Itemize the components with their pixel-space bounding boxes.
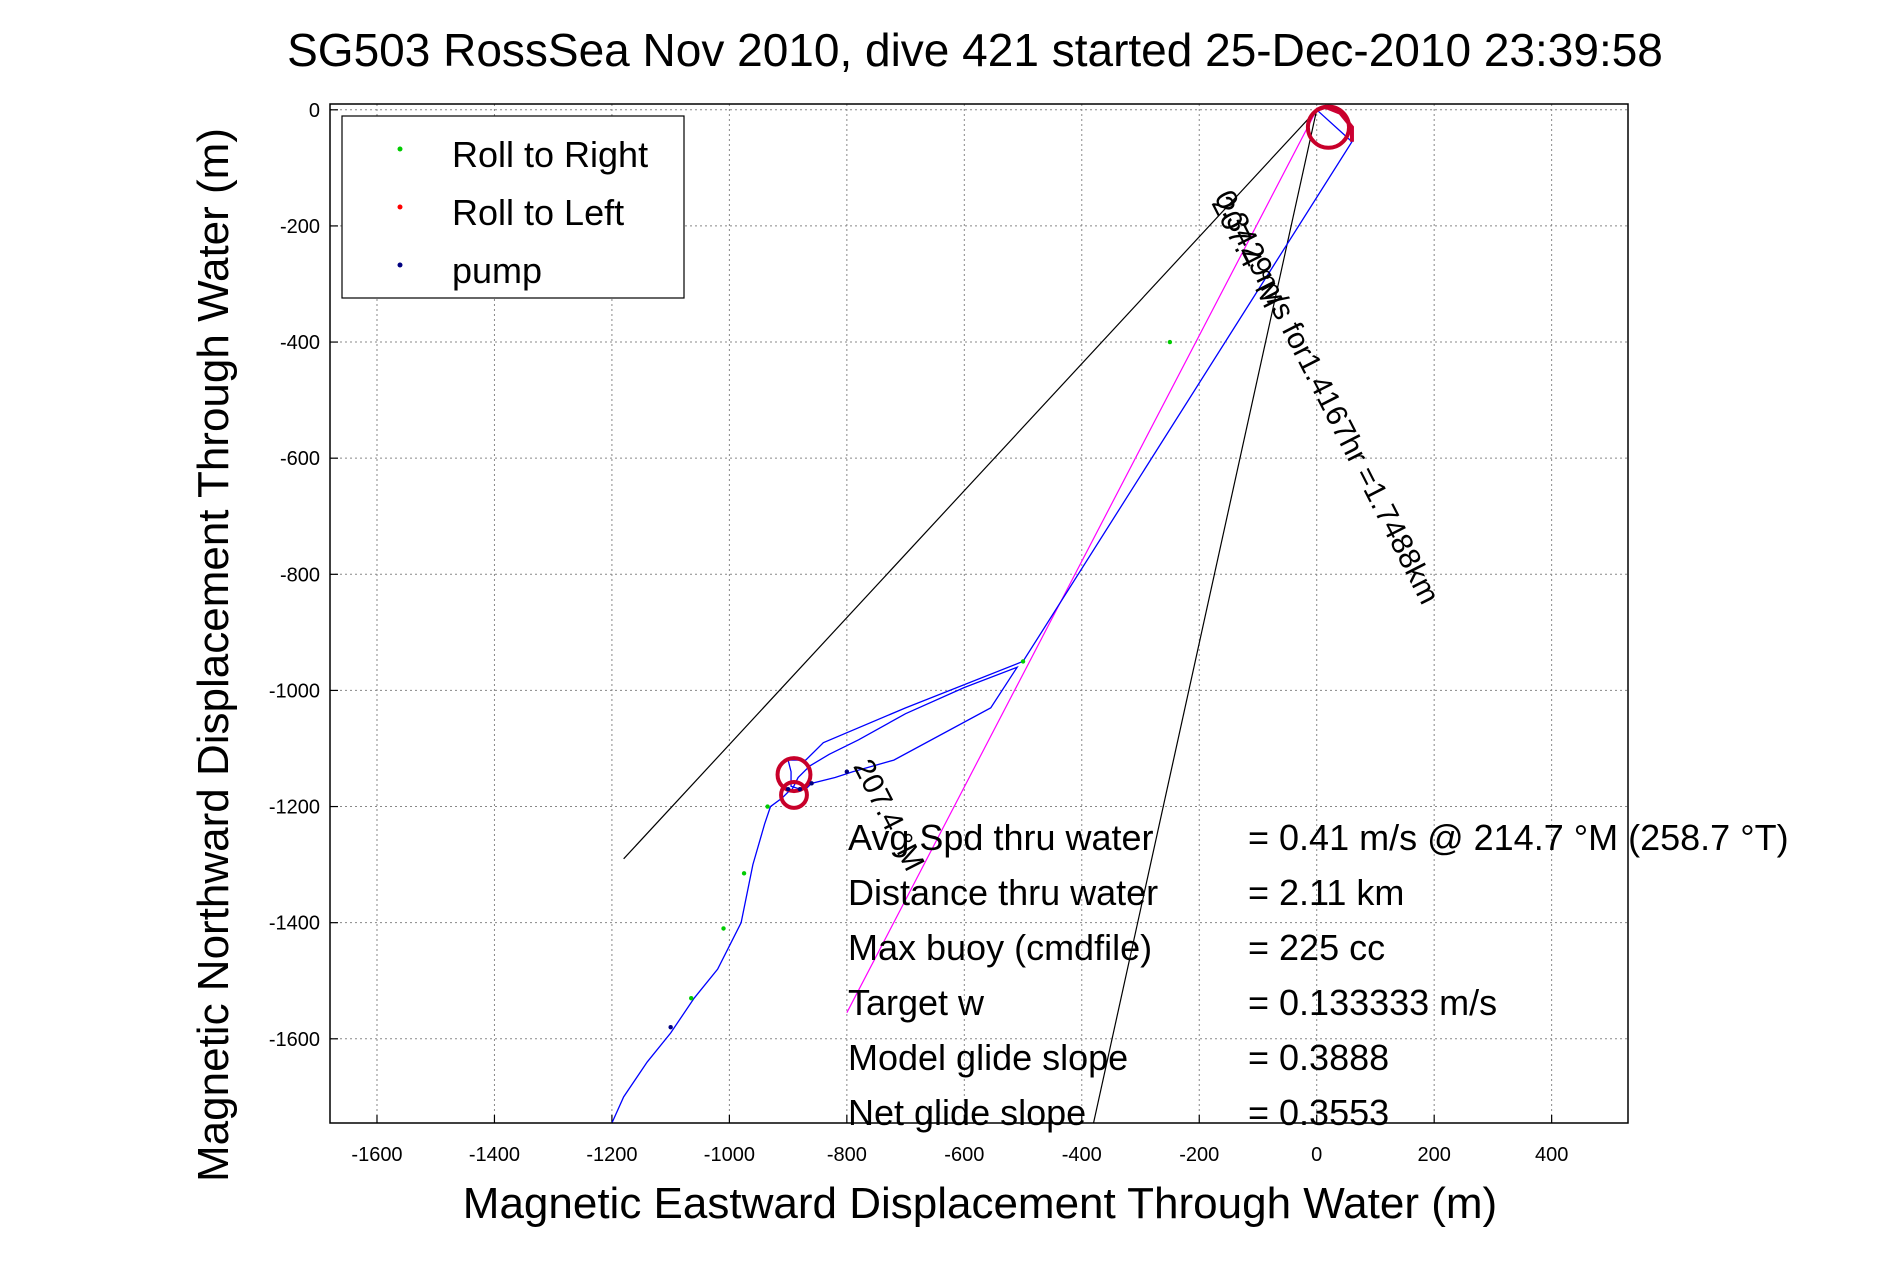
x-tick-label: -1400: [469, 1144, 520, 1166]
x-tick-label: 0: [1311, 1144, 1322, 1166]
direction-line: [846, 109, 1318, 1013]
chart-title: SG503 RossSea Nov 2010, dive 421 started…: [287, 24, 1663, 76]
roll-right-marker: [741, 871, 747, 876]
y-tick-label: -200: [280, 216, 320, 238]
annotation-value: = 0.3553: [1248, 1092, 1389, 1133]
legend: Roll to Right Roll to Left pump: [341, 115, 685, 299]
annotation-block: Avg Spd thru water = 0.41 m/s @ 214.7 °M …: [848, 817, 1789, 1133]
pump-marker: [844, 769, 850, 774]
rotated-labels: 207.4 °M0.3429m/s for1.4167hr =1.7488km2…: [846, 185, 1445, 876]
legend-marker: [397, 204, 403, 210]
roll-right-marker: [1020, 659, 1026, 664]
y-axis-label: Magnetic Northward Displacement Through …: [189, 128, 238, 1182]
x-tick-label: -1000: [704, 1144, 755, 1166]
x-tick-label: -400: [1062, 1144, 1102, 1166]
roll-right-marker: [1167, 339, 1173, 345]
y-tick-label: -1400: [269, 913, 320, 935]
roll-right-marker: [689, 995, 694, 1001]
pump-marker: [668, 1024, 673, 1030]
annotation-value: = 0.3888: [1248, 1037, 1389, 1078]
annotation-value: = 225 cc: [1248, 927, 1385, 968]
legend-label: Roll to Left: [452, 192, 624, 233]
y-tick-label: -800: [280, 564, 320, 586]
annotation-label: Avg Spd thru water: [848, 817, 1154, 858]
plot-frame: [329, 103, 1629, 1124]
roll-left-marker: [779, 780, 809, 810]
annotation-label: Net glide slope: [848, 1092, 1086, 1133]
annotation-value: = 2.11 km: [1248, 872, 1404, 913]
pump-marker: [809, 781, 814, 786]
direction-line: [623, 109, 1318, 860]
y-tick-label: 0: [309, 100, 320, 122]
rotated-label: 207.4 °M: [846, 754, 930, 876]
y-tick-label: -400: [280, 332, 320, 354]
x-tick-label: 200: [1417, 1144, 1450, 1166]
pump-marker: [797, 786, 803, 792]
x-tick-label: -1200: [586, 1144, 637, 1166]
annotation-label: Model glide slope: [848, 1037, 1128, 1078]
x-tick-label: 400: [1535, 1144, 1568, 1166]
roll-right-marker: [721, 926, 726, 931]
annotation-value: = 0.133333 m/s: [1248, 982, 1497, 1023]
x-tick-label: -800: [827, 1144, 867, 1166]
y-tick-label: -1200: [269, 797, 320, 819]
direction-lines: [623, 109, 1318, 1124]
x-tick-label: -600: [944, 1144, 984, 1166]
direction-line: [1092, 109, 1318, 1124]
x-tick-label: -200: [1179, 1144, 1219, 1166]
legend-marker: [397, 262, 403, 268]
x-tick-label: -1600: [351, 1144, 402, 1166]
legend-label: pump: [452, 250, 542, 291]
rotated-label: 0.3429m/s for1.4167hr =1.7488km: [1208, 185, 1446, 609]
x-axis-label: Magnetic Eastward Displacement Through W…: [463, 1179, 1497, 1228]
markers-group: [668, 104, 1352, 1030]
roll-left-marker: [1305, 104, 1352, 150]
tick-labels: -1600 -1400 -1200 -1000 -800 -600 -400 -200 0 200…: [269, 100, 1568, 1166]
annotation-value: = 0.41 m/s @ 214.7 °M (258.7 °T): [1248, 817, 1789, 858]
legend-marker: [397, 146, 403, 152]
y-tick-label: -600: [280, 448, 320, 470]
y-tick-label: -1000: [269, 680, 320, 702]
roll-right-marker: [765, 804, 770, 809]
y-tick-label: -1600: [269, 1029, 320, 1051]
annotation-label: Max buoy (cmdfile): [848, 927, 1152, 968]
roll-left-marker: [775, 756, 813, 794]
legend-label: Roll to Right: [452, 134, 648, 175]
annotation-label: Target w: [848, 982, 985, 1023]
pump-marker: [785, 786, 791, 792]
annotation-label: Distance thru water: [848, 872, 1158, 913]
